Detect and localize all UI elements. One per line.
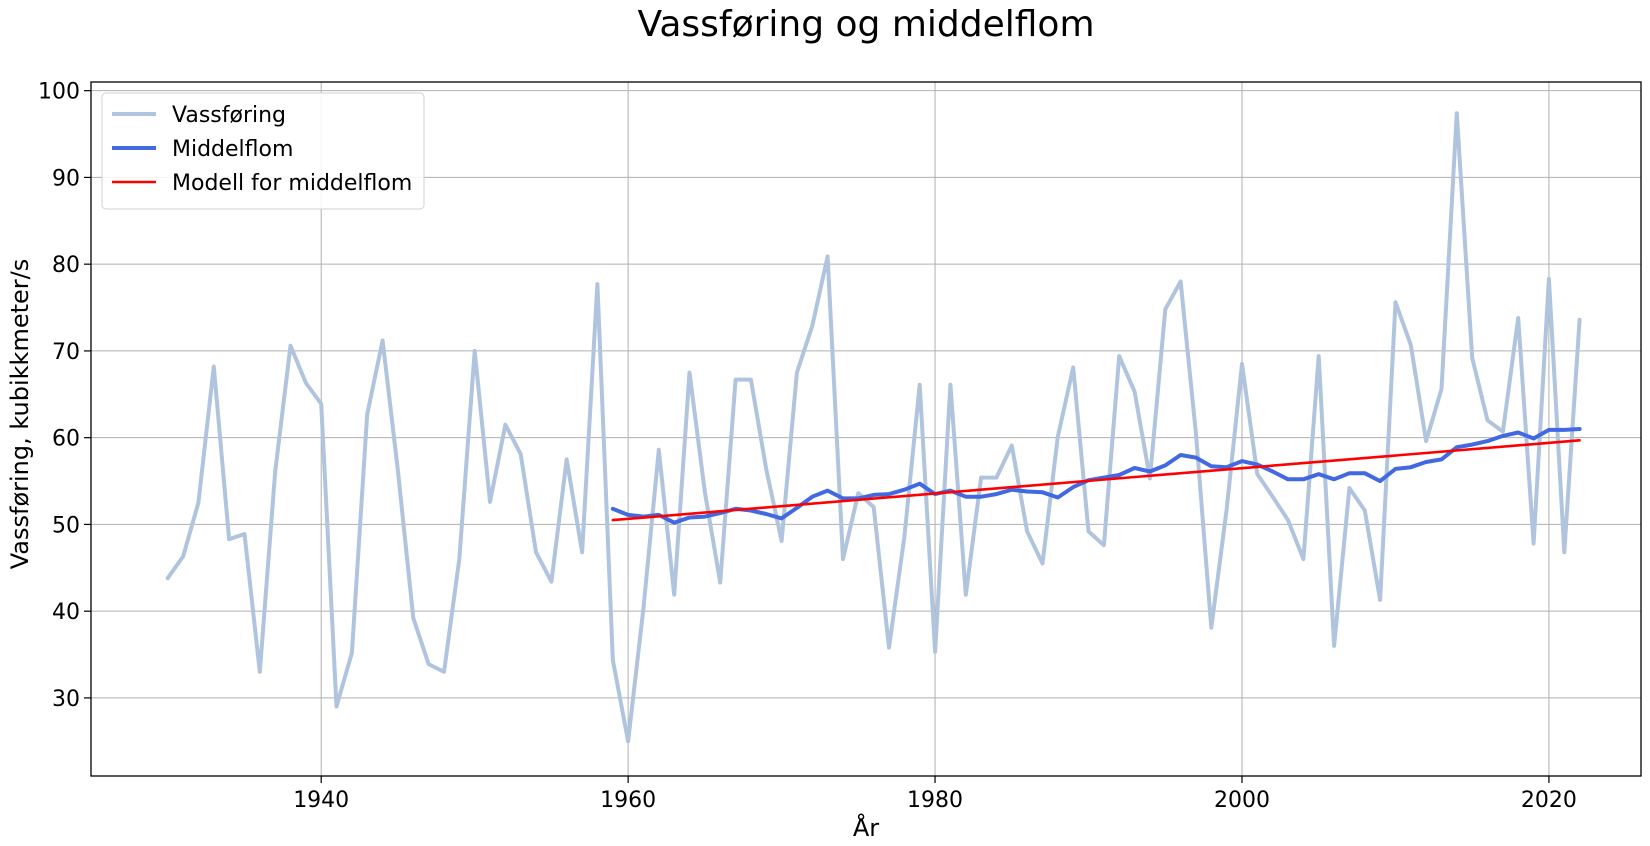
- y-tick-label: 40: [52, 600, 80, 625]
- y-tick-label: 50: [52, 513, 80, 538]
- y-tick-label: 60: [52, 427, 80, 452]
- legend-label: Vassføring: [172, 103, 286, 128]
- y-axis-label: Vassføring, kubikkmeter/s: [6, 259, 34, 570]
- x-tick-label: 1980: [907, 788, 963, 813]
- series-line-3: [611, 438, 1581, 522]
- y-tick-label: 80: [52, 253, 80, 278]
- plot-frame: [90, 81, 1642, 777]
- legend-label: Modell for middelflom: [172, 171, 412, 196]
- legend: Vassføring Middelflom Modell for middelflo…: [101, 92, 425, 210]
- y-tick-label: 30: [52, 687, 80, 712]
- y-tick-label: 90: [52, 166, 80, 191]
- y-tick-label: 100: [38, 80, 80, 105]
- series-layer: [165, 111, 1582, 744]
- legend-label: Middelflom: [172, 137, 293, 162]
- y-ticks: 30 40 50 60 70 80 90 100: [38, 80, 91, 712]
- x-tick-label: 1960: [600, 788, 656, 813]
- y-tick-label: 70: [52, 340, 80, 365]
- x-ticks: 1940 1960 1980 2000 2020: [293, 776, 1577, 813]
- x-axis-label: År: [853, 813, 879, 842]
- x-tick-label: 2000: [1214, 788, 1270, 813]
- x-tick-label: 1940: [293, 788, 349, 813]
- legend-box: [101, 92, 425, 210]
- chart-title: Vassføring og middelflom: [637, 4, 1094, 45]
- x-tick-label: 2020: [1521, 788, 1577, 813]
- series-line-1: [165, 111, 1582, 744]
